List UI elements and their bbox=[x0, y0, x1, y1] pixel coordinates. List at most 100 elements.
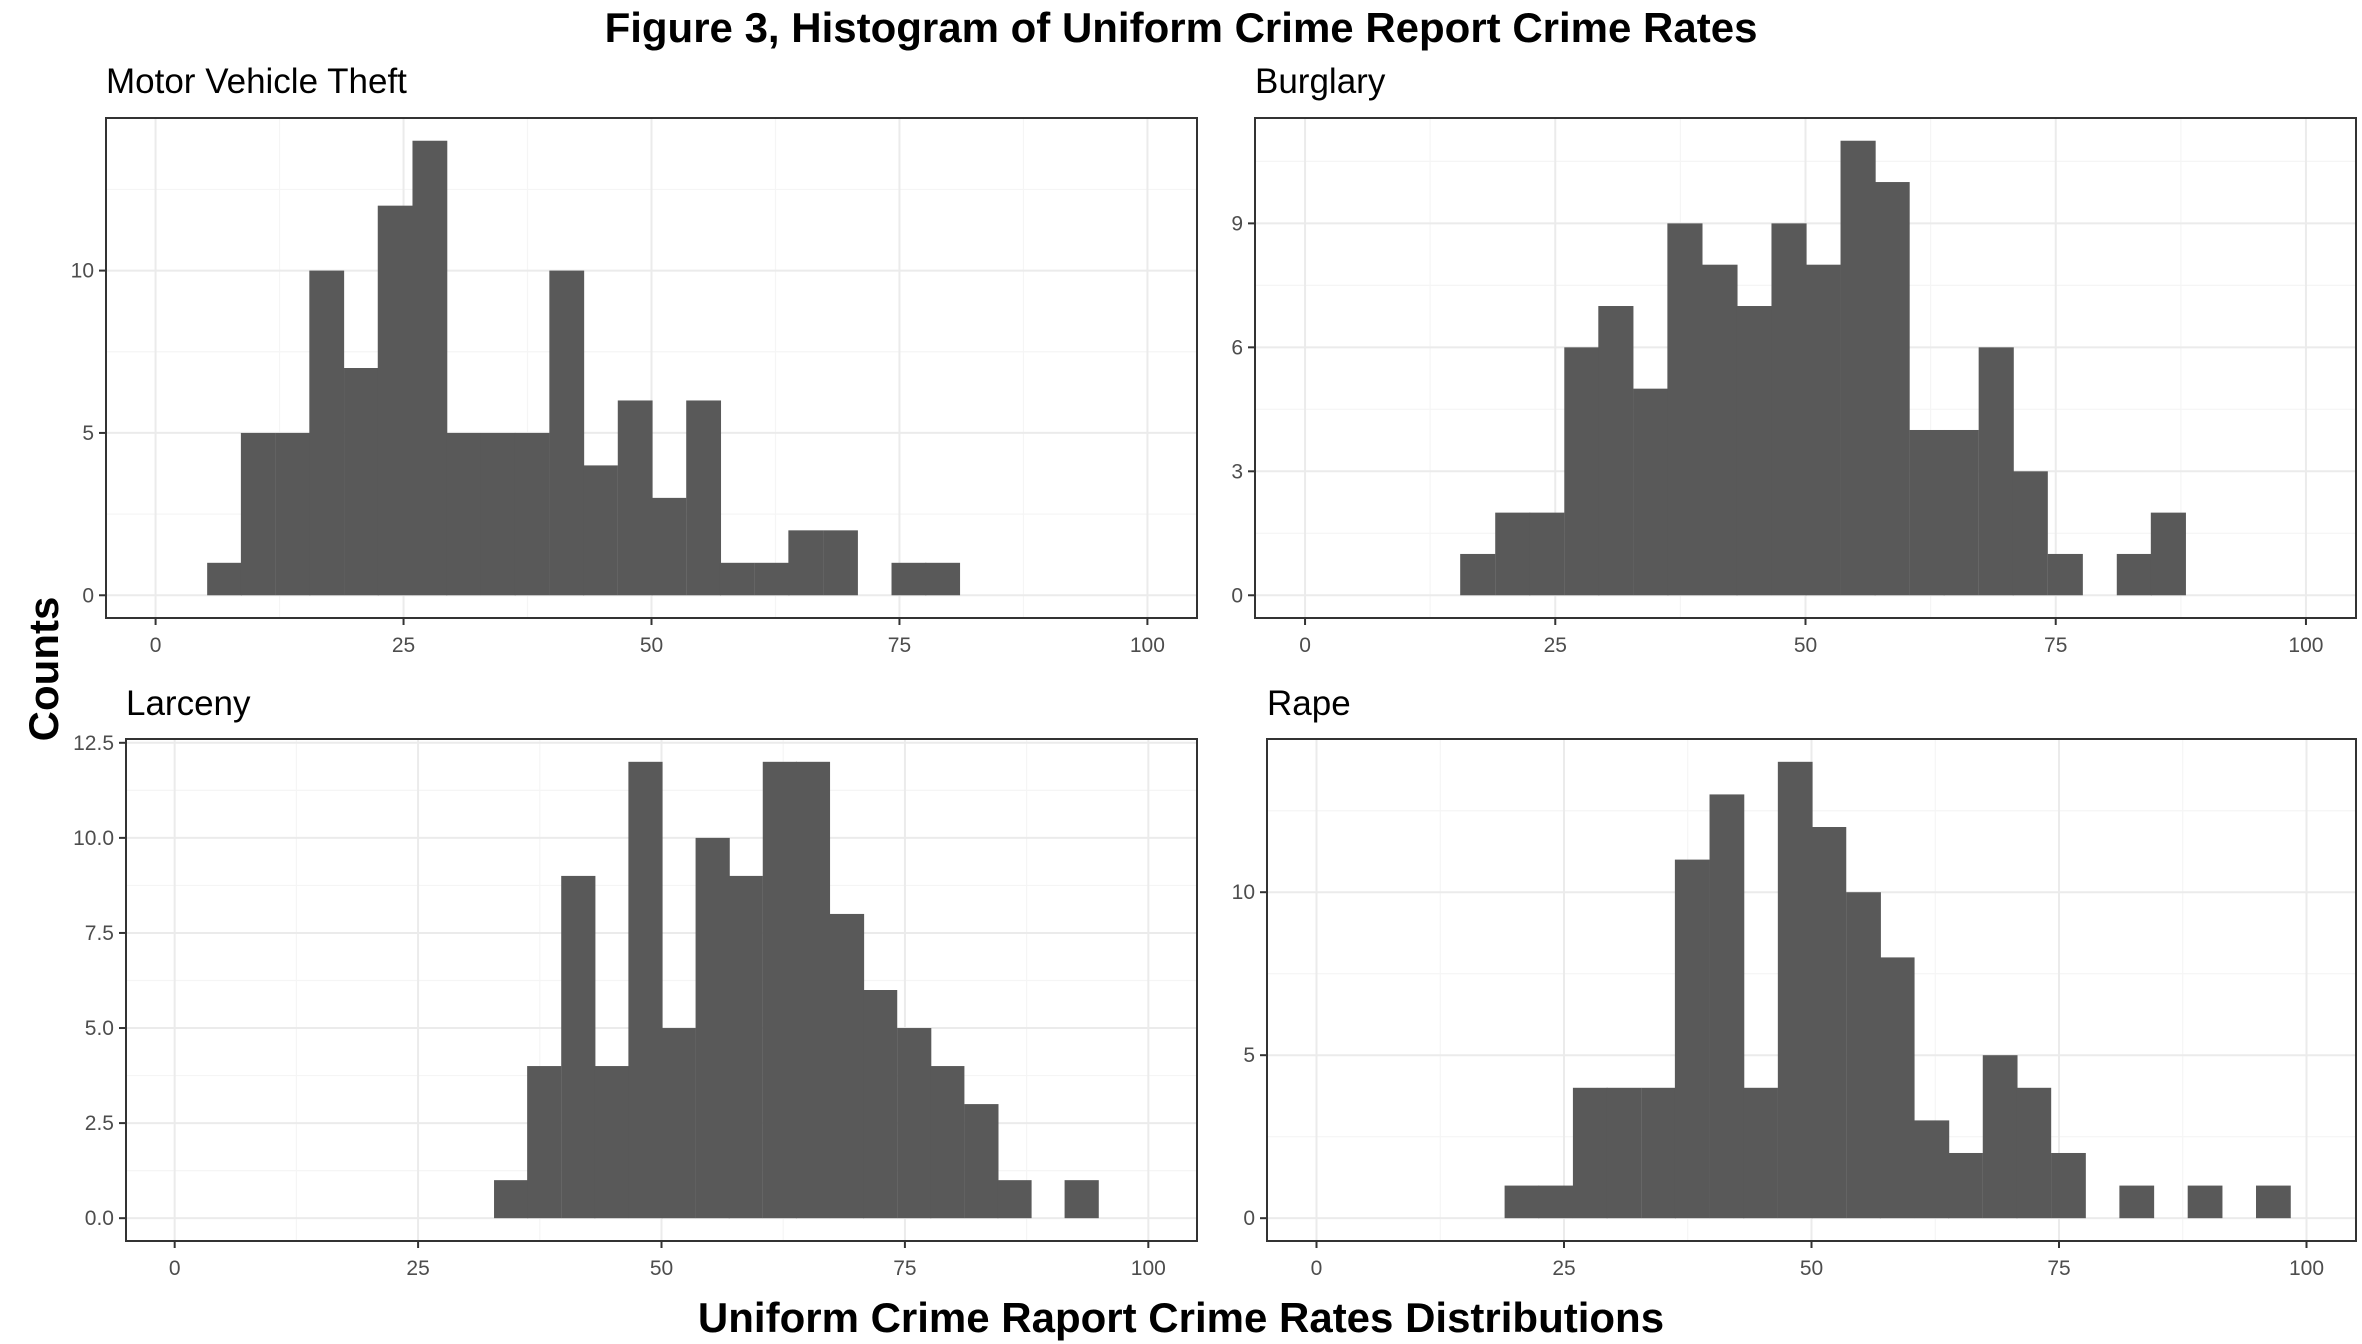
larceny-bar bbox=[795, 761, 831, 1219]
burglary-x-tick-label: 0 bbox=[1299, 634, 1311, 657]
rape-x-tick-label: 75 bbox=[2047, 1257, 2070, 1280]
larceny-bar bbox=[661, 1028, 696, 1219]
panel-burglary: 0 25 50 75 100 0 3 6 9 bbox=[1231, 117, 2357, 657]
rape-bar bbox=[1504, 1185, 1540, 1219]
motor-vehicle-theft-bar bbox=[788, 530, 824, 596]
larceny-x-tick-label: 25 bbox=[406, 1257, 429, 1280]
rape-bar bbox=[2016, 1087, 2052, 1219]
motor-vehicle-theft-bar bbox=[412, 140, 448, 596]
motor-vehicle-theft-bar bbox=[309, 270, 345, 596]
burglary-y-tick-label: 3 bbox=[1231, 460, 1243, 483]
burglary-bar bbox=[1598, 306, 1634, 596]
larceny-y-tick-label: 10.0 bbox=[73, 827, 114, 850]
rape-x-tick-label: 0 bbox=[1311, 1257, 1323, 1280]
larceny-bar bbox=[897, 1028, 932, 1219]
larceny-x-tick-label: 50 bbox=[650, 1257, 673, 1280]
larceny-bar bbox=[964, 1104, 999, 1219]
burglary-bar bbox=[1736, 306, 1772, 596]
burglary-y-tick-label: 0 bbox=[1231, 584, 1243, 607]
motor-vehicle-theft-bar bbox=[446, 432, 482, 596]
rape-bar bbox=[1846, 892, 1881, 1219]
burglary-bar bbox=[2047, 553, 2083, 596]
panel-larceny: 0 25 50 75 100 0.0 2.5 5.0 7.5 10.0 12.5 bbox=[73, 732, 1198, 1280]
burglary-bar bbox=[1529, 512, 1565, 596]
burglary-bar bbox=[1771, 223, 1807, 596]
rape-bar bbox=[1879, 957, 1915, 1219]
burglary-y-tick-label: 9 bbox=[1231, 212, 1243, 235]
larceny-x-tick-label: 0 bbox=[169, 1257, 181, 1280]
burglary-bar bbox=[1840, 140, 1876, 596]
motor-vehicle-theft-y-tick-label: 0 bbox=[82, 584, 94, 607]
motor-vehicle-theft-bar bbox=[617, 400, 653, 596]
rape-x-tick-label: 100 bbox=[2289, 1257, 2324, 1280]
rape-bar bbox=[1538, 1185, 1574, 1219]
motor-vehicle-theft-bar bbox=[925, 562, 961, 596]
larceny-y-tick-label: 7.5 bbox=[85, 922, 114, 945]
burglary-bar bbox=[2150, 512, 2186, 596]
burglary-x-tick-label: 75 bbox=[2044, 634, 2067, 657]
motor-vehicle-theft-bar bbox=[275, 432, 311, 596]
motor-vehicle-theft-bar bbox=[480, 432, 516, 596]
motor-vehicle-theft-bar bbox=[583, 465, 618, 596]
burglary-bar bbox=[1978, 347, 2014, 596]
motor-vehicle-theft-x-tick-label: 0 bbox=[150, 634, 162, 657]
burglary-bar bbox=[2012, 471, 2048, 596]
burglary-bar bbox=[1667, 223, 1703, 596]
motor-vehicle-theft-y-tick-label: 10 bbox=[71, 260, 94, 283]
larceny-bar bbox=[561, 875, 596, 1219]
figure-title: Figure 3, Histogram of Uniform Crime Rep… bbox=[604, 4, 1758, 51]
larceny-y-tick-label: 2.5 bbox=[85, 1112, 114, 1135]
larceny-x-tick-label: 75 bbox=[893, 1257, 916, 1280]
rape-bar bbox=[2187, 1185, 2223, 1219]
motor-vehicle-theft-bar bbox=[514, 432, 550, 596]
larceny-bar bbox=[997, 1180, 1032, 1219]
larceny-bar bbox=[762, 761, 797, 1219]
rape-bar bbox=[1674, 859, 1710, 1219]
burglary-bar bbox=[1460, 553, 1496, 596]
rape-y-tick-label: 5 bbox=[1243, 1044, 1255, 1067]
burglary-bar bbox=[1874, 182, 1910, 596]
motor-vehicle-theft-bar bbox=[891, 562, 927, 596]
larceny-bar bbox=[695, 837, 730, 1219]
rape-y-tick-label: 0 bbox=[1243, 1207, 1255, 1230]
rape-y-tick-label: 10 bbox=[1232, 881, 1255, 904]
burglary-bar bbox=[2116, 553, 2152, 596]
rape-bar bbox=[1743, 1087, 1778, 1219]
rape-bar bbox=[1948, 1152, 1983, 1219]
rape-bar bbox=[1572, 1087, 1608, 1219]
burglary-bar bbox=[1495, 512, 1531, 596]
larceny-bar bbox=[728, 875, 763, 1219]
burglary-bar bbox=[1564, 347, 1600, 596]
rape-bar bbox=[1641, 1087, 1676, 1219]
motor-vehicle-theft-bar bbox=[686, 400, 722, 596]
motor-vehicle-theft-x-tick-label: 25 bbox=[392, 634, 415, 657]
burglary-bar bbox=[1943, 429, 1979, 596]
motor-vehicle-theft-bar bbox=[719, 562, 755, 596]
motor-vehicle-theft-bar bbox=[549, 270, 585, 596]
motor-vehicle-theft-bar bbox=[207, 562, 242, 596]
motor-vehicle-theft-y-tick-label: 5 bbox=[82, 422, 94, 445]
motor-vehicle-theft-x-tick-label: 75 bbox=[888, 634, 911, 657]
larceny-bar bbox=[863, 990, 898, 1219]
panel-motor-vehicle-theft: 0 25 50 75 100 0 5 10 bbox=[71, 117, 1198, 657]
rape-bar bbox=[1982, 1055, 2018, 1219]
burglary-x-tick-label: 100 bbox=[2288, 634, 2323, 657]
larceny-bar bbox=[930, 1066, 965, 1219]
x-axis-title: Uniform Crime Raport Crime Rates Distrib… bbox=[697, 1294, 1665, 1341]
larceny-bar bbox=[527, 1066, 562, 1219]
motor-vehicle-theft-x-tick-label: 50 bbox=[640, 634, 663, 657]
burglary-y-tick-label: 6 bbox=[1231, 336, 1243, 359]
motor-vehicle-theft-bar bbox=[651, 497, 687, 596]
burglary-x-tick-label: 25 bbox=[1544, 634, 1567, 657]
larceny-x-tick-label: 100 bbox=[1131, 1257, 1166, 1280]
larceny-y-tick-label: 12.5 bbox=[73, 732, 114, 755]
burglary-x-tick-label: 50 bbox=[1794, 634, 1817, 657]
motor-vehicle-theft-bar bbox=[823, 530, 858, 596]
larceny-bar bbox=[594, 1066, 629, 1219]
y-axis-title: Counts bbox=[20, 596, 67, 742]
burglary-bar bbox=[1805, 264, 1841, 596]
motor-vehicle-theft-x-tick-label: 100 bbox=[1130, 634, 1165, 657]
rape-bar bbox=[1914, 1120, 1950, 1219]
panel-title-rape: Rape bbox=[1267, 684, 1351, 723]
